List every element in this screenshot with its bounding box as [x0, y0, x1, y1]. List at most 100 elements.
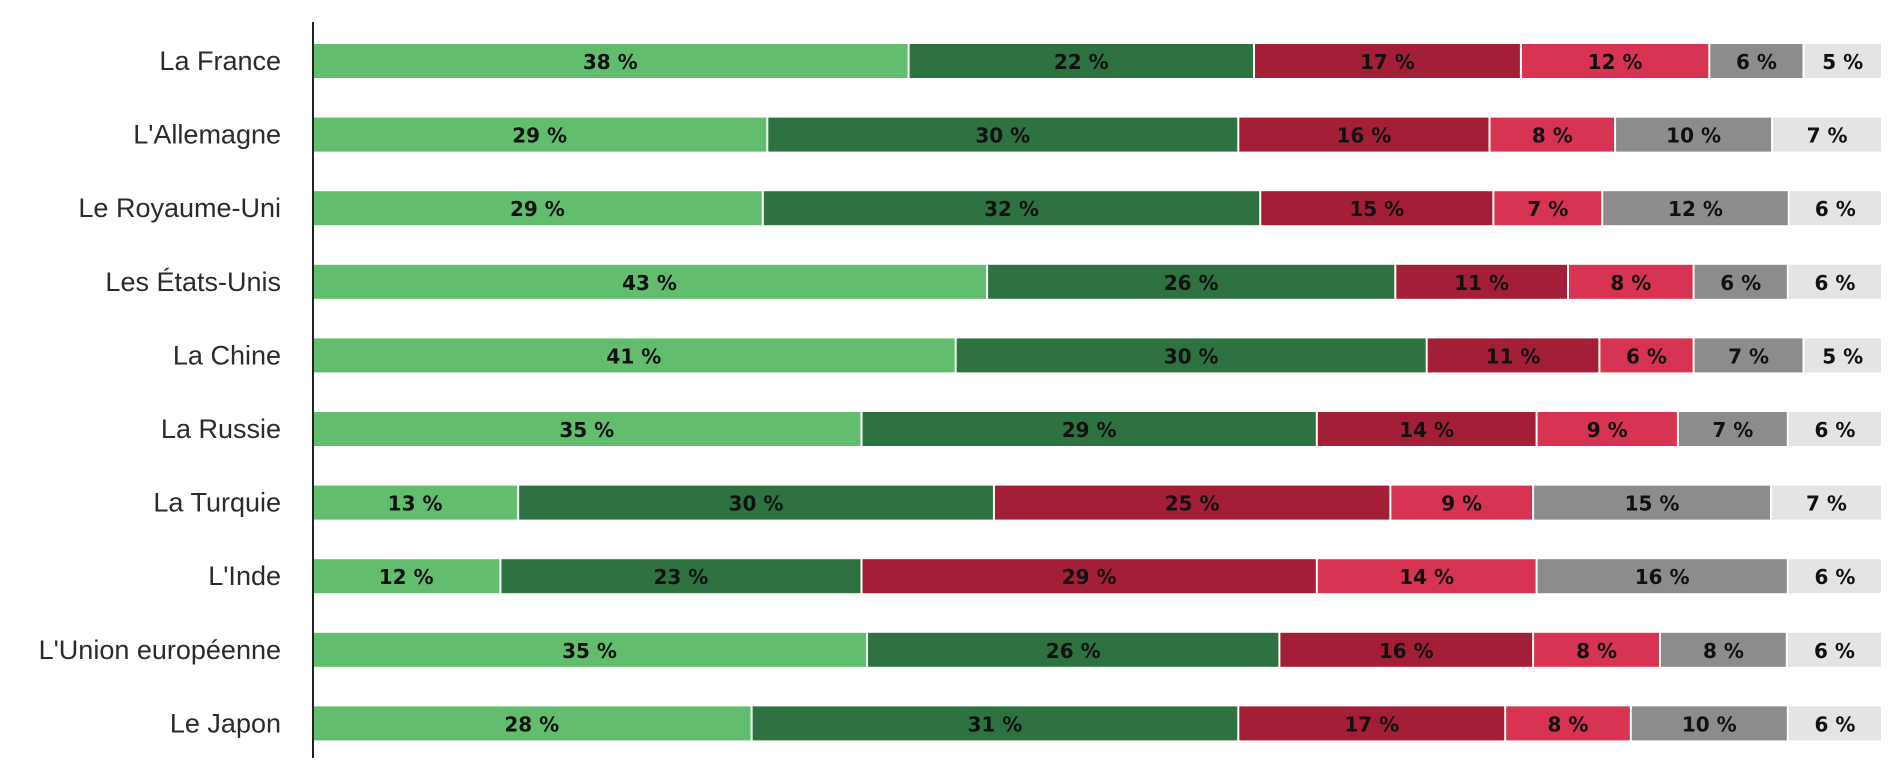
bar-segment [313, 412, 861, 446]
bar-value-label: 6 % [1814, 639, 1855, 663]
bar-value-label: 6 % [1736, 50, 1777, 74]
bar-value-label: 8 % [1532, 124, 1573, 148]
bar-value-label: 10 % [1666, 124, 1721, 148]
bar-segment [862, 412, 1316, 446]
bar-segment [1771, 485, 1881, 520]
bar-value-label: 8 % [1610, 271, 1651, 295]
bar-value-label: 9 % [1441, 492, 1482, 516]
bar-value-label: 10 % [1682, 712, 1737, 736]
bar-segment [1694, 264, 1787, 299]
bar-value-label: 6 % [1814, 271, 1855, 295]
bar-row: 38 % 22 % 17 % 12 % 6 % 5 % [313, 44, 1881, 78]
bar-segment [909, 44, 1253, 78]
bar-row: 29 % 32 % 15 % 7 % 12 % 6 % [313, 191, 1881, 226]
bar-segment [1616, 117, 1772, 152]
bar-value-label: 28 % [504, 712, 559, 736]
bar-value-label: 16 % [1379, 639, 1434, 663]
bar-segment [768, 117, 1238, 152]
bar-segment [994, 485, 1390, 520]
bar-segment [1710, 44, 1803, 78]
bar-value-label: 6 % [1814, 565, 1855, 589]
category-label: Le Japon [170, 708, 281, 738]
bar-value-label: 17 % [1344, 712, 1399, 736]
category-label: La France [159, 46, 281, 76]
bar-segment [1317, 559, 1536, 594]
bar-value-label: 29 % [512, 124, 567, 148]
bar-value-label: 35 % [562, 639, 617, 663]
bar-row: 29 % 30 % 16 % 8 % 10 % 7 % [313, 117, 1881, 152]
category-label: Les États-Unis [105, 267, 281, 297]
bar-row: 35 % 26 % 16 % 8 % 8 % 6 % [313, 632, 1881, 667]
bar-value-label: 9 % [1587, 418, 1628, 442]
bar-value-label: 6 % [1815, 197, 1856, 221]
bar-value-label: 16 % [1635, 565, 1690, 589]
bar-value-label: 6 % [1720, 271, 1761, 295]
bar-segment [1537, 559, 1787, 594]
bar-row: 12 % 23 % 29 % 14 % 16 % 6 % [313, 559, 1881, 594]
bar-value-label: 14 % [1399, 418, 1454, 442]
bar-segment [1789, 191, 1881, 226]
bar-value-label: 15 % [1625, 492, 1680, 516]
bar-segment [1317, 412, 1536, 446]
bar-value-label: 43 % [622, 271, 677, 295]
bar-value-label: 17 % [1360, 50, 1415, 74]
bar-segment [1396, 264, 1567, 299]
bar-value-label: 12 % [1668, 197, 1723, 221]
bar-value-label: 38 % [583, 50, 638, 74]
bar-segment [1787, 632, 1881, 667]
bar-segment [1804, 338, 1881, 373]
category-label: La Turquie [153, 488, 281, 518]
bar-segment [1788, 706, 1881, 741]
bar-segment [956, 338, 1426, 373]
bar-segment [1506, 706, 1630, 741]
bar-value-label: 41 % [606, 344, 661, 368]
bar-value-label: 26 % [1046, 639, 1101, 663]
bar-segment [1631, 706, 1787, 741]
bar-value-label: 23 % [654, 565, 709, 589]
bar-value-label: 30 % [975, 124, 1030, 148]
bar-value-label: 7 % [1806, 492, 1847, 516]
bar-segment [862, 559, 1316, 594]
category-labels: La France L'Allemagne Le Royaume-Uni Les Ét… [39, 46, 281, 738]
bar-segment [313, 191, 762, 226]
bar-segment [1427, 338, 1599, 373]
bar-row: 28 % 31 % 17 % 8 % 10 % 6 % [313, 706, 1881, 741]
bar-value-label: 14 % [1399, 565, 1454, 589]
bar-value-label: 12 % [1588, 50, 1643, 74]
bar-segment [1261, 191, 1493, 226]
bar-segment [1569, 264, 1693, 299]
bar-value-label: 8 % [1576, 639, 1617, 663]
bar-segment [313, 264, 987, 299]
bar-value-label: 25 % [1165, 492, 1220, 516]
bar-value-label: 11 % [1486, 344, 1541, 368]
bar-value-label: 29 % [1062, 565, 1117, 589]
bars-group: 38 % 22 % 17 % 12 % 6 % 5 % 29 % 30 % 16 % 8 % 10 … [313, 44, 1881, 741]
bar-value-label: 29 % [510, 197, 565, 221]
bar-row: 13 % 30 % 25 % 9 % 15 % 7 % [313, 485, 1881, 520]
bar-segment [1660, 632, 1786, 667]
bar-value-label: 12 % [379, 565, 434, 589]
bar-value-label: 6 % [1814, 418, 1855, 442]
bar-segment [519, 485, 993, 520]
bar-segment [752, 706, 1238, 741]
bar-value-label: 11 % [1454, 271, 1509, 295]
bar-segment [313, 632, 867, 667]
bar-segment [501, 559, 861, 594]
bar-segment [1494, 191, 1602, 226]
bar-segment [1521, 44, 1709, 78]
bar-segment [1804, 44, 1881, 78]
bar-segment [313, 706, 751, 741]
bar-value-label: 7 % [1712, 418, 1753, 442]
bar-segment [313, 485, 518, 520]
bar-segment [988, 264, 1395, 299]
bar-segment [1678, 412, 1787, 446]
category-label: Le Royaume-Uni [78, 193, 281, 223]
bar-segment [1600, 338, 1693, 373]
bar-segment [1490, 117, 1615, 152]
bar-value-label: 16 % [1336, 124, 1391, 148]
bar-segment [313, 338, 955, 373]
bar-row: 35 % 29 % 14 % 9 % 7 % 6 % [313, 412, 1881, 446]
bar-value-label: 15 % [1349, 197, 1404, 221]
category-label: La Russie [161, 414, 281, 444]
bar-segment [313, 44, 908, 78]
